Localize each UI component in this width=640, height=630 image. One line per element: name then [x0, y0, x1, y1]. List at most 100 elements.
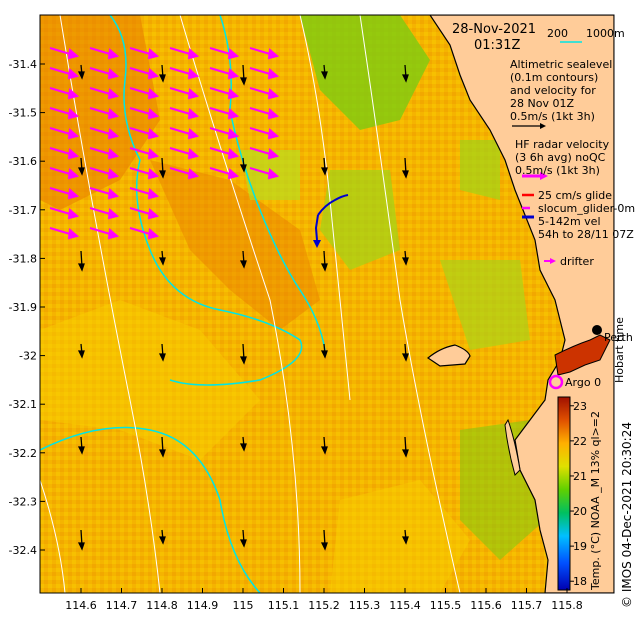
hf-radar-arrowhead	[67, 208, 80, 220]
hf-radar-vector	[169, 147, 191, 155]
sealevel-contour	[299, 15, 351, 401]
hf-radar-vector	[89, 47, 111, 55]
hf-radar-vector	[49, 87, 71, 95]
hf-radar-vector	[49, 167, 71, 175]
x-tick-label: 115.8	[551, 599, 583, 612]
hf-radar-vector	[209, 107, 231, 115]
hf-radar-arrowhead	[187, 48, 200, 60]
hf-radar-vector	[169, 87, 191, 95]
hf-radar-vector	[209, 127, 231, 135]
altimetry-arrowhead	[158, 74, 166, 83]
altimetry-arrowhead	[158, 170, 166, 179]
hf-radar-vector	[129, 127, 151, 135]
argo-legend-marker	[548, 374, 564, 390]
hf-radar-arrowhead	[107, 208, 120, 220]
hf-radar-arrowhead	[67, 128, 80, 140]
hf-radar-arrowhead	[187, 168, 200, 180]
x-tick-label: 115.3	[349, 599, 381, 612]
altimetry-arrowhead	[77, 446, 85, 455]
hf-radar-arrowhead	[147, 168, 160, 180]
hf-radar-arrowhead	[267, 88, 280, 100]
drifter-legend-arrowhead	[550, 258, 556, 264]
hf-radar-vector	[89, 107, 111, 115]
y-tick-label: -31.7	[9, 204, 37, 217]
hf-radar-arrowhead	[267, 48, 280, 60]
x-tick-label: 115.5	[430, 599, 462, 612]
x-axis: 114.6 114.7 114.8 114.9 115 115.1 115.2 115.3 11…	[65, 588, 583, 612]
hf-radar-arrowhead	[67, 188, 80, 200]
x-tick-label: 114.6	[65, 599, 97, 612]
hf-radar-vector	[89, 147, 111, 155]
perth-label: Perth	[604, 331, 633, 344]
argo-legend-label: Argo 0	[565, 376, 602, 389]
altimetry-arrowhead	[158, 449, 166, 458]
colorbar-tick-label: 23	[573, 400, 587, 413]
y-tick-label: -32.4	[9, 544, 37, 557]
altimetry-vector	[324, 623, 325, 630]
altimetry-arrowhead	[239, 77, 247, 86]
hf-radar-vector	[49, 187, 71, 195]
hf-radar-vector	[49, 107, 71, 115]
hf-radar-vector	[209, 87, 231, 95]
hf-radar-arrowhead	[67, 108, 80, 120]
hf-radar-arrowhead	[107, 188, 120, 200]
colorbar-tick-label: 19	[573, 540, 587, 553]
hf-radar-arrowhead	[107, 108, 120, 120]
altimetry-arrowhead	[401, 449, 409, 458]
hf-radar-arrowhead	[67, 68, 80, 80]
altimetry-arrowhead	[239, 539, 247, 548]
altimetry-legend-line3: and velocity for	[510, 84, 596, 97]
colorbar-ticks: 23 22 21 20 19 18	[570, 400, 587, 588]
hf-radar-vector	[209, 147, 231, 155]
y-tick-label: -32	[19, 350, 37, 363]
x-tick-label: 115.1	[268, 599, 300, 612]
x-tick-label: 115	[233, 599, 254, 612]
altimetry-arrowhead	[158, 536, 166, 545]
sealevel-contour	[40, 479, 66, 593]
y-tick-label: -31.5	[9, 107, 37, 120]
hf-radar-vector	[129, 107, 151, 115]
y-tick-label: -32.3	[9, 495, 37, 508]
hf-radar-arrowhead	[147, 108, 160, 120]
hf-radar-arrowhead	[187, 108, 200, 120]
hf-radar-vector	[49, 227, 71, 235]
isobath-1000m	[219, 15, 326, 351]
altimetry-arrowhead	[239, 164, 247, 173]
hf-radar-vector	[129, 207, 151, 215]
hf-radar-vector	[89, 67, 111, 75]
hf-radar-vector	[49, 127, 71, 135]
hf-radar-arrowhead	[227, 68, 240, 80]
hf-radar-arrowhead	[107, 168, 120, 180]
altimetry-arrowhead	[77, 167, 85, 176]
y-tick-label: -32.1	[9, 398, 37, 411]
hf-radar-arrowhead	[147, 128, 160, 140]
map-time: 01:31Z	[474, 38, 521, 53]
hf-radar-vector	[249, 167, 271, 175]
colorbar-tick-label: 22	[573, 435, 587, 448]
hf-radar-arrowhead	[187, 148, 200, 160]
x-tick-label: 115.7	[511, 599, 543, 612]
hf-radar-arrowhead	[227, 168, 240, 180]
sealevel-contour	[359, 15, 461, 593]
glider-vel-label: 5-142m vel	[538, 215, 601, 228]
hf-radar-arrowhead	[107, 128, 120, 140]
sealevel-contour	[179, 15, 301, 593]
altimetry-arrowhead	[320, 350, 328, 359]
y-tick-label: -32.2	[9, 447, 37, 460]
altimetry-arrowhead	[77, 71, 85, 80]
colorbar-tick-label: 21	[573, 470, 587, 483]
hf-radar-arrowhead	[147, 208, 160, 220]
hf-radar-arrowhead	[147, 148, 160, 160]
altimetry-vector	[162, 623, 163, 630]
colorbar-tick-label: 20	[573, 505, 587, 518]
altimetry-legend-line1: Altimetric sealevel	[510, 58, 613, 71]
cool-water-patch	[320, 170, 400, 270]
warm-patch	[40, 15, 160, 210]
colorbar	[557, 396, 571, 591]
altimetry-arrowhead	[77, 263, 85, 272]
altimetry-arrowhead	[401, 74, 409, 83]
hf-radar-vector	[129, 187, 151, 195]
hf-radar-vector	[129, 47, 151, 55]
isobath-1000-label: 1000m	[586, 27, 625, 40]
altimetry-arrowhead	[239, 260, 247, 269]
